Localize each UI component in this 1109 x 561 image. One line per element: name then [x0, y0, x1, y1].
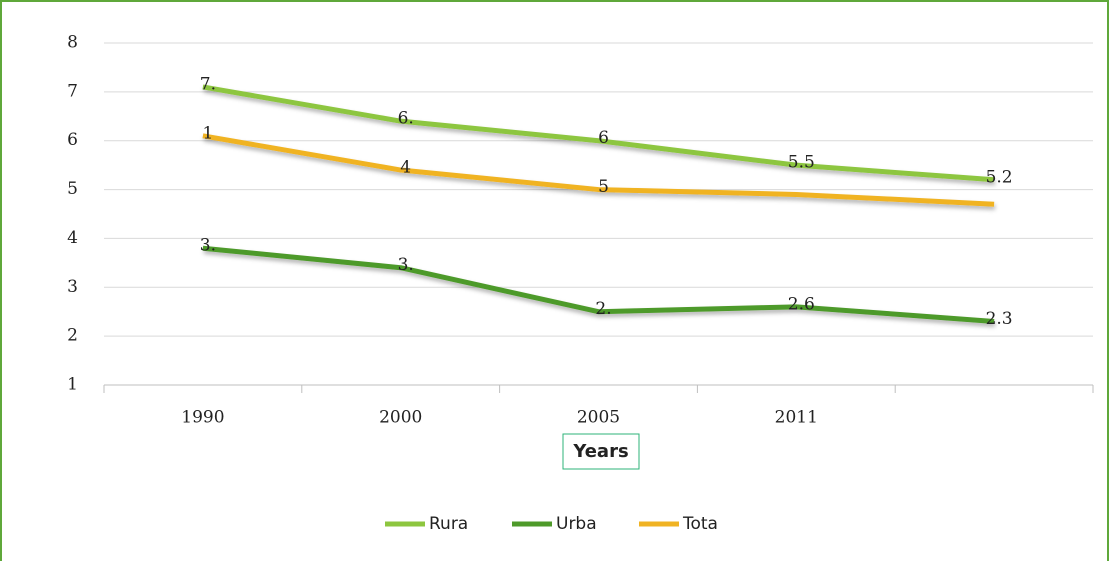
data-label: 5 — [598, 177, 609, 197]
y-tick-label: 4 — [67, 228, 78, 248]
y-tick-label: 6 — [67, 130, 78, 150]
y-tick-label: 3 — [67, 277, 78, 297]
data-label: 1 — [202, 123, 213, 143]
legend-label: Urba — [556, 514, 597, 534]
y-tick-label: 2 — [67, 326, 78, 346]
series-line — [202, 133, 995, 207]
data-label: 2.6 — [788, 294, 815, 314]
data-label: 5.5 — [788, 153, 815, 173]
data-label: 2.3 — [986, 309, 1013, 329]
data-label: 6 — [598, 128, 609, 148]
data-label: 6. — [398, 109, 414, 129]
x-tick-label: 2011 — [775, 408, 818, 428]
y-tick-label: 8 — [67, 33, 78, 53]
series-line — [202, 84, 995, 183]
y-tick-label: 1 — [67, 375, 78, 395]
x-tick-label: 2005 — [577, 408, 620, 428]
x-tick-label: 2000 — [379, 408, 422, 428]
legend-label: Tota — [682, 514, 718, 534]
data-label: 5.2 — [986, 167, 1013, 187]
series-line — [202, 245, 995, 324]
data-label: 4 — [400, 158, 411, 178]
y-tick-label: 5 — [67, 179, 78, 199]
data-label: 3. — [200, 236, 216, 256]
data-label: 2. — [595, 299, 611, 319]
x-tick-label: 1990 — [181, 408, 224, 428]
data-label: 7. — [200, 74, 216, 94]
legend-label: Rura — [429, 514, 468, 534]
data-label: 3. — [398, 255, 414, 275]
x-label-box — [562, 433, 640, 470]
x-axis-label: Years — [572, 441, 628, 462]
y-tick-label: 7 — [67, 81, 78, 101]
